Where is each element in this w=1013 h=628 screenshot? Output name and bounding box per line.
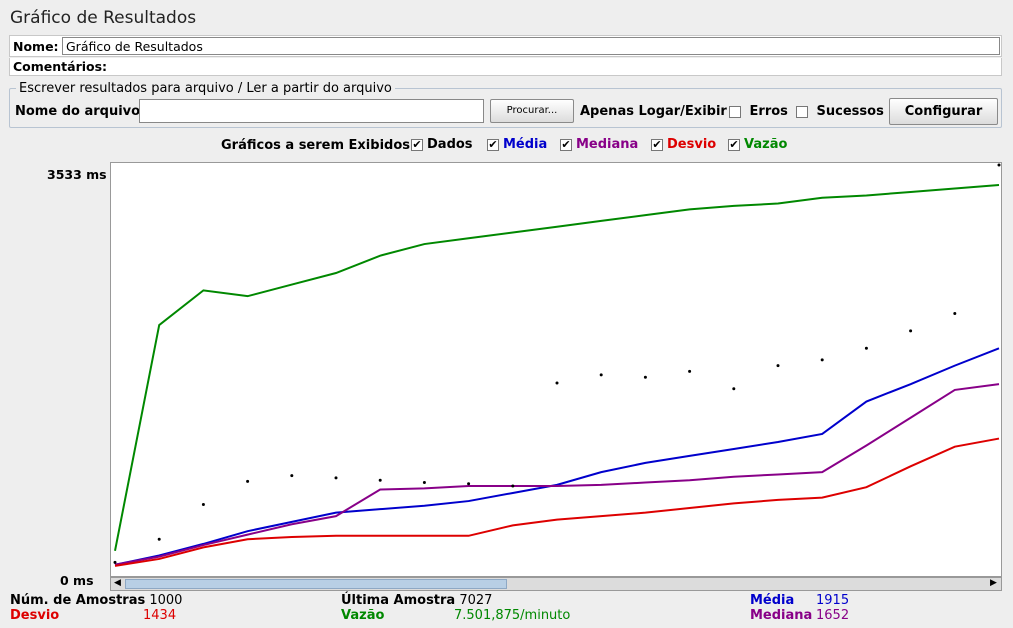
results-graph-svg: [113, 163, 1001, 567]
graph-option-media-check[interactable]: ✔: [487, 137, 499, 151]
success-label: Sucessos: [816, 104, 884, 119]
graph-option-vazao[interactable]: ✔ Vazão: [728, 137, 787, 152]
series-line-mediana: [114, 383, 1000, 566]
series-point-dados: [732, 387, 736, 391]
comments-row: Comentários:: [9, 58, 1002, 76]
series-line-media: [114, 347, 1000, 566]
median-value: 1652: [816, 608, 850, 623]
browse-button[interactable]: Procurar...: [490, 99, 574, 123]
filename-field[interactable]: [139, 99, 484, 123]
name-field[interactable]: Gráfico de Resultados: [62, 37, 1000, 55]
throughput-value: 7.501,875/minuto: [454, 608, 571, 623]
errors-checkbox[interactable]: Erros: [729, 104, 788, 119]
last-sample-value: 7027: [459, 593, 493, 608]
series-point-dados: [290, 474, 294, 478]
graph-option-mediana-label: Mediana: [576, 137, 639, 152]
results-graph: [110, 162, 1002, 577]
file-section-legend: Escrever resultados para arquivo / Ler a…: [16, 81, 395, 96]
deviation-value: 1434: [143, 608, 177, 623]
comments-field[interactable]: [110, 58, 1000, 74]
name-label: Nome:: [13, 39, 59, 54]
series-point-dados: [864, 346, 868, 350]
graph-option-desvio[interactable]: ✔ Desvio: [651, 137, 716, 152]
throughput-label: Vazão: [341, 608, 385, 623]
graph-scrollbar[interactable]: ◀ ▶: [110, 577, 1002, 591]
throughput-stat: Vazão: [341, 608, 384, 623]
series-point-dados: [422, 481, 426, 485]
series-point-dados: [334, 476, 338, 480]
graph-option-mediana[interactable]: ✔ Mediana: [560, 137, 638, 152]
y-min-label: 0 ms: [60, 573, 94, 588]
deviation-label: Desvio: [10, 608, 60, 623]
success-checkbox[interactable]: Sucessos: [796, 104, 884, 119]
series-point-dados: [201, 503, 205, 507]
configure-button[interactable]: Configurar: [889, 98, 998, 125]
window-title: Gráfico de Resultados: [10, 8, 197, 28]
samples-stat: Núm. de Amostras 1000: [10, 593, 182, 608]
median-stat: Mediana: [750, 608, 812, 623]
median-label: Mediana: [750, 608, 813, 623]
graph-option-mediana-check[interactable]: ✔: [560, 137, 572, 151]
series-point-dados: [555, 381, 559, 385]
graph-option-dados[interactable]: ✔ Dados: [411, 137, 473, 152]
name-row: Nome: Gráfico de Resultados: [9, 35, 1002, 57]
scroll-left-arrow-icon[interactable]: ◀: [114, 578, 121, 588]
graph-option-vazao-label: Vazão: [744, 137, 788, 152]
comments-label: Comentários:: [13, 59, 108, 74]
series-line-vazao: [114, 184, 1000, 552]
series-point-dados: [511, 484, 515, 488]
samples-value: 1000: [149, 593, 183, 608]
series-point-dados: [953, 312, 957, 316]
series-point-dados: [246, 479, 250, 483]
series-point-dados: [157, 537, 161, 541]
series-point-dados: [467, 482, 471, 486]
file-section: [9, 88, 1002, 128]
errors-checkbox-box[interactable]: [729, 105, 741, 118]
average-stat: Média: [750, 593, 794, 608]
y-max-label: 3533 ms: [47, 167, 107, 182]
series-point-dados: [643, 375, 647, 379]
graph-option-media-label: Média: [503, 137, 548, 152]
series-point-dados: [688, 369, 692, 373]
series-point-dados: [997, 163, 1001, 167]
series-point-dados: [909, 329, 913, 333]
series-point-dados: [599, 373, 603, 377]
filename-label: Nome do arquivo: [15, 104, 141, 119]
graph-option-desvio-check[interactable]: ✔: [651, 137, 663, 151]
series-point-dados: [113, 560, 117, 564]
graph-option-dados-label: Dados: [427, 137, 473, 152]
graph-option-media[interactable]: ✔ Média: [487, 137, 547, 152]
log-only-label: Apenas Logar/Exibir: [580, 104, 727, 119]
scroll-right-arrow-icon[interactable]: ▶: [990, 578, 997, 588]
last-sample-stat: Última Amostra 7027: [341, 593, 492, 608]
graph-option-dados-check[interactable]: ✔: [411, 137, 423, 151]
average-value: 1915: [816, 593, 850, 608]
errors-label: Erros: [749, 104, 788, 119]
deviation-stat: Desvio: [10, 608, 59, 623]
samples-label: Núm. de Amostras: [10, 593, 146, 608]
scroll-thumb[interactable]: [125, 579, 507, 589]
success-checkbox-box[interactable]: [796, 105, 808, 118]
series-line-desvio: [114, 437, 1000, 567]
graphs-label: Gráficos a serem Exibidos: [221, 138, 411, 153]
graph-option-vazao-check[interactable]: ✔: [728, 137, 740, 151]
graph-option-desvio-label: Desvio: [667, 137, 717, 152]
series-point-dados: [378, 478, 382, 482]
last-sample-label: Última Amostra: [341, 593, 456, 608]
series-point-dados: [776, 364, 780, 368]
average-label: Média: [750, 593, 795, 608]
series-point-dados: [820, 358, 824, 362]
